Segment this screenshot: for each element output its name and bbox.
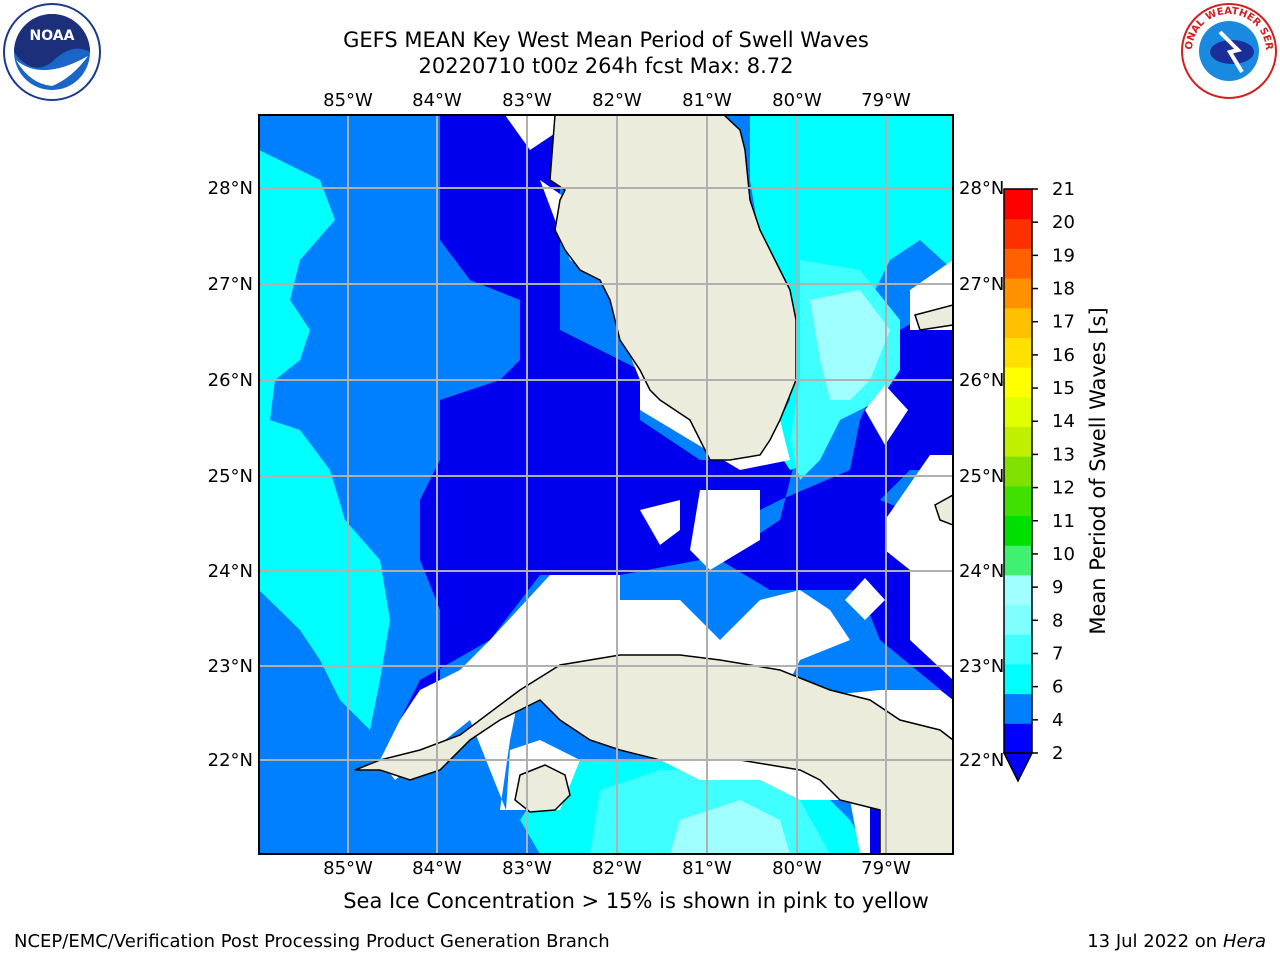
lon-label: 79°W	[861, 858, 911, 879]
colorbar-tick-label: 19	[1052, 245, 1075, 266]
colorbar-swatch	[1004, 278, 1032, 309]
lon-label: 80°W	[772, 858, 822, 879]
lon-label: 83°W	[502, 858, 552, 879]
colorbar-tick-label: 9	[1052, 577, 1063, 598]
lon-label: 85°W	[323, 90, 373, 111]
lon-label: 82°W	[592, 90, 642, 111]
lat-label: 27°N	[208, 274, 253, 295]
footer-branch: NCEP/EMC/Verification Post Processing Pr…	[14, 931, 610, 952]
sea-ice-note: Sea Ice Concentration > 15% is shown in …	[343, 889, 929, 913]
chart-subtitle: 20220710 t00z 264h fcst Max: 8.72	[418, 54, 794, 78]
lon-label: 83°W	[502, 90, 552, 111]
lon-labels-bottom: 85°W 84°W 83°W 82°W 81°W 80°W 79°W	[323, 858, 911, 879]
colorbar: 2 4 6 7 8 9 10 11 12 13 14 15 16 17 18 19 20 21	[1002, 179, 1075, 783]
lon-label: 84°W	[412, 90, 462, 111]
colorbar-tick-label: 13	[1052, 444, 1075, 465]
lat-label: 24°N	[959, 561, 1004, 582]
contour-8-9-east	[810, 290, 890, 400]
colorbar-swatch	[1004, 189, 1032, 220]
colorbar-tick-label: 10	[1052, 544, 1075, 565]
lon-label: 81°W	[682, 858, 732, 879]
lon-label: 85°W	[323, 858, 373, 879]
lat-label: 22°N	[208, 750, 253, 771]
lat-label: 23°N	[208, 656, 253, 677]
colorbar-tick-label: 17	[1052, 312, 1075, 333]
colorbar-swatch	[1004, 218, 1032, 249]
chart-title: GEFS MEAN Key West Mean Period of Swell …	[343, 28, 869, 52]
colorbar-tick-label: 2	[1052, 743, 1063, 764]
colorbar-tick-label: 7	[1052, 643, 1063, 664]
colorbar-label: Mean Period of Swell Waves [s]	[1086, 307, 1110, 634]
mask-region	[885, 455, 953, 680]
colorbar-swatch	[1004, 693, 1032, 724]
colorbar-tick-label: 15	[1052, 378, 1075, 399]
colorbar-swatch	[1004, 663, 1032, 695]
lat-label: 25°N	[208, 466, 253, 487]
land-florida	[549, 115, 797, 461]
footer-date-text: 13 Jul 2022 on	[1087, 931, 1223, 952]
lat-label: 22°N	[959, 750, 1004, 771]
contour-8-9-south	[670, 800, 790, 854]
lat-label: 24°N	[208, 561, 253, 582]
lat-label: 28°N	[959, 178, 1004, 199]
colorbar-tick-label: 14	[1052, 411, 1075, 432]
noaa-logo-text: NOAA	[30, 28, 75, 44]
colorbar-tick-label: 6	[1052, 677, 1063, 698]
lon-label: 79°W	[861, 90, 911, 111]
colorbar-swatch	[1004, 574, 1032, 606]
colorbar-swatch	[1004, 723, 1032, 754]
mask-region	[845, 578, 885, 620]
nws-logo: NATIONAL WEATHER SERVICE	[1180, 2, 1277, 99]
lat-label: 23°N	[959, 656, 1004, 677]
colorbar-tick-label: 21	[1052, 179, 1075, 200]
map-contours	[259, 115, 953, 854]
colorbar-tick-label: 16	[1052, 345, 1075, 366]
colorbar-tick-label: 8	[1052, 610, 1063, 631]
colorbar-swatch	[1004, 485, 1032, 517]
colorbar-swatch	[1004, 604, 1032, 635]
mask-region	[505, 115, 560, 150]
lat-label: 27°N	[959, 274, 1004, 295]
colorbar-tick-label: 11	[1052, 511, 1075, 532]
colorbar-swatch	[1004, 337, 1032, 368]
colorbar-swatch	[1004, 367, 1032, 398]
map-frame	[258, 114, 954, 855]
colorbar-swatch	[1004, 634, 1032, 665]
contour-4-6-west	[259, 150, 390, 730]
colorbar-swatch	[1004, 456, 1032, 487]
colorbar-swatch	[1004, 515, 1032, 546]
noaa-logo: NOAA	[3, 3, 101, 101]
lon-label: 82°W	[592, 858, 642, 879]
land-cuba	[354, 654, 953, 854]
colorbar-swatch	[1004, 396, 1032, 427]
colorbar-swatch	[1004, 545, 1032, 576]
land-isla-juventud	[514, 764, 571, 813]
colorbar-tick-label: 18	[1052, 279, 1075, 300]
footer-host: Hera	[1222, 931, 1266, 952]
lon-label: 81°W	[682, 90, 732, 111]
lon-label: 80°W	[772, 90, 822, 111]
lat-labels-left: 28°N 27°N 26°N 25°N 24°N 23°N 22°N	[208, 178, 253, 771]
lat-label: 26°N	[959, 370, 1004, 391]
colorbar-tick-label: 4	[1052, 710, 1063, 731]
lat-label: 25°N	[959, 466, 1004, 487]
colorbar-swatch	[1004, 426, 1032, 457]
colorbar-swatch	[1004, 248, 1032, 279]
footer-date: 13 Jul 2022 on Hera	[1087, 931, 1266, 952]
land-bahamas	[934, 494, 953, 526]
grid	[259, 115, 953, 854]
colorbar-tick-label: 12	[1052, 478, 1075, 499]
lat-label: 26°N	[208, 370, 253, 391]
colorbar-swatch	[1004, 307, 1032, 338]
colorbar-frame	[1003, 188, 1033, 754]
lon-label: 84°W	[412, 858, 462, 879]
lat-labels-right: 28°N 27°N 26°N 25°N 24°N 23°N 22°N	[959, 178, 1004, 771]
land-bahamas	[914, 304, 953, 331]
lat-label: 28°N	[208, 178, 253, 199]
colorbar-extend-min	[1002, 752, 1034, 783]
colorbar-tick-label: 20	[1052, 212, 1075, 233]
mask-region	[640, 500, 680, 545]
lon-labels-top: 85°W 84°W 83°W 82°W 81°W 80°W 79°W	[323, 90, 911, 111]
